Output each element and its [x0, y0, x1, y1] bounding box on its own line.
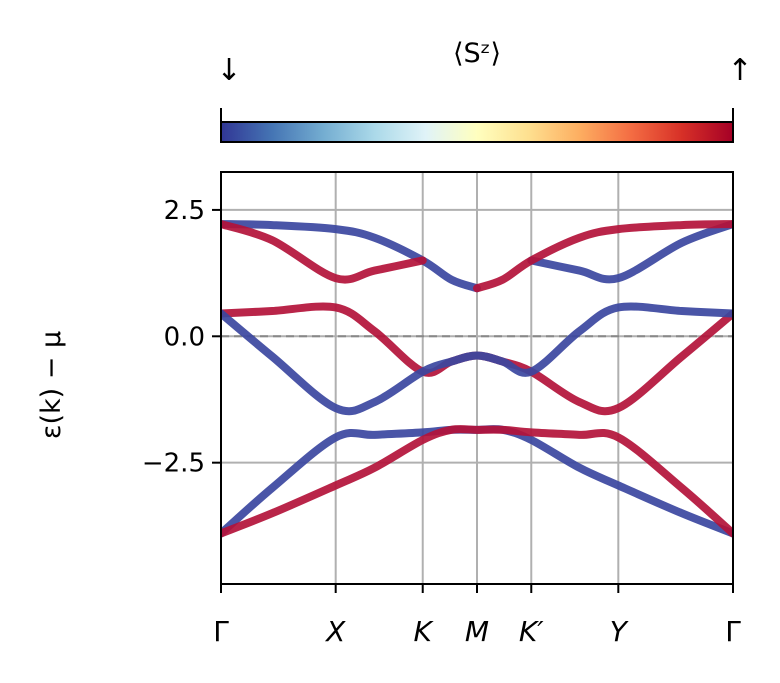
x-tick-label: Y [610, 615, 629, 648]
x-axis: Γ X K M K′ Y Γ [213, 584, 741, 648]
band-line-band-4 [221, 302, 733, 416]
band-line-band-1 [221, 220, 481, 293]
x-tick-label: K′ [519, 615, 544, 648]
x-tick-label: X [324, 615, 346, 648]
x-tick-label: M [465, 615, 489, 648]
colorbar-label: ⟨Sᶻ⟩ [453, 38, 501, 69]
y-axis-label: ε(k) − μ [36, 331, 67, 439]
spin-up-arrow: ↑ [727, 53, 752, 88]
band-line-band-1-cont [527, 220, 733, 284]
y-tick-label: 0.0 [164, 322, 205, 352]
band-line-band-6 [221, 425, 733, 538]
y-tick-label: 2.5 [164, 196, 205, 226]
x-tick-label: Γ [725, 615, 741, 648]
y-axis: 2.5 0.0 −2.5 [142, 196, 221, 479]
band-line-band-2-cont [473, 220, 733, 293]
bands [221, 220, 733, 538]
x-tick-label: Γ [213, 615, 229, 648]
colorbar-gradient [220, 121, 734, 143]
y-tick-label: −2.5 [142, 449, 205, 479]
spin-down-arrow: ↓ [216, 53, 241, 88]
colorbar: ⟨Sᶻ⟩ ↓ ↑ [216, 38, 753, 143]
band-line-band-2 [221, 220, 427, 284]
x-tick-label: K [414, 615, 435, 648]
